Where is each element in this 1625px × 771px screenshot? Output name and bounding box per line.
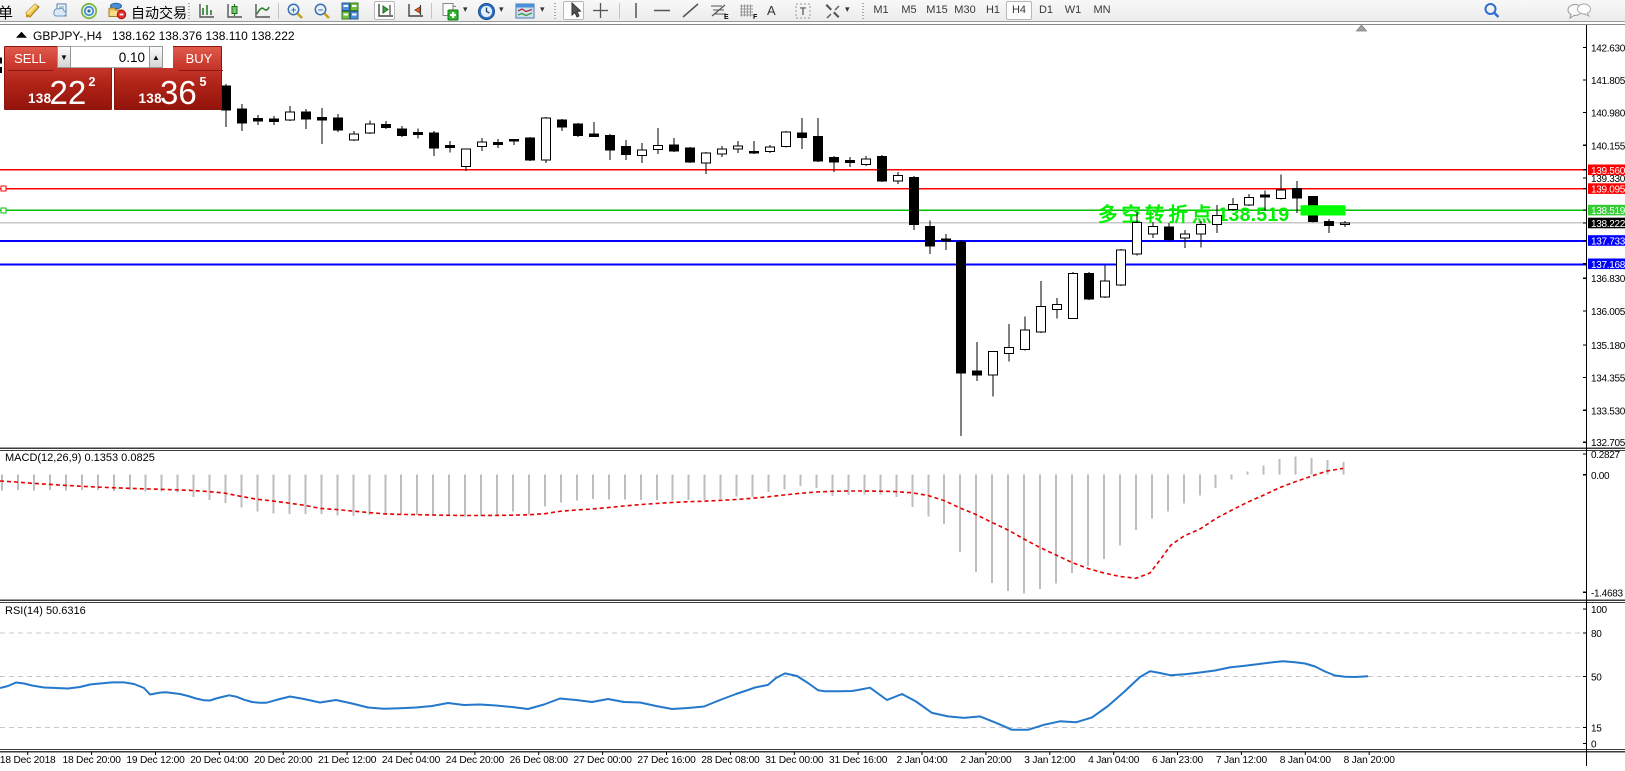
svg-text:-1.4683: -1.4683 [1591, 588, 1624, 599]
svg-text:3 Jan 12:00: 3 Jan 12:00 [1024, 755, 1076, 766]
svg-text:T: T [800, 6, 807, 18]
svg-text:137.733: 137.733 [1591, 237, 1625, 248]
svg-text:138.519: 138.519 [1591, 206, 1625, 217]
svg-text:8 Jan 04:00: 8 Jan 04:00 [1280, 755, 1332, 766]
svg-text:0.2827: 0.2827 [1591, 450, 1621, 461]
svg-text:100: 100 [1591, 605, 1608, 616]
svg-text:136.830: 136.830 [1591, 274, 1625, 285]
svg-text:4 Jan 04:00: 4 Jan 04:00 [1088, 755, 1140, 766]
svg-text:24 Dec 04:00: 24 Dec 04:00 [382, 755, 441, 766]
svg-text:139.095: 139.095 [1591, 185, 1625, 196]
svg-text:21 Dec 12:00: 21 Dec 12:00 [318, 755, 377, 766]
svg-text:140.980: 140.980 [1591, 109, 1625, 120]
svg-text:133.530: 133.530 [1591, 406, 1625, 417]
svg-text:RSI(14) 50.6316: RSI(14) 50.6316 [5, 605, 86, 617]
svg-text:0.00: 0.00 [1591, 471, 1610, 482]
svg-text:8 Jan 20:00: 8 Jan 20:00 [1344, 755, 1396, 766]
svg-text:−: − [318, 5, 324, 16]
svg-text:141.805: 141.805 [1591, 76, 1625, 87]
svg-text:139.560: 139.560 [1591, 166, 1625, 177]
svg-text:24 Dec 20:00: 24 Dec 20:00 [446, 755, 505, 766]
svg-text:142.630: 142.630 [1591, 43, 1625, 54]
svg-text:28 Dec 08:00: 28 Dec 08:00 [701, 755, 760, 766]
svg-text:18 Dec 2018: 18 Dec 2018 [0, 755, 56, 766]
svg-text:20 Dec 04:00: 20 Dec 04:00 [190, 755, 249, 766]
svg-text:7 Jan 12:00: 7 Jan 12:00 [1216, 755, 1268, 766]
svg-text:140.155: 140.155 [1591, 141, 1625, 152]
svg-text:139.330: 139.330 [1591, 174, 1625, 185]
svg-text:50: 50 [1591, 672, 1602, 683]
svg-text:134.355: 134.355 [1591, 374, 1625, 385]
svg-text:27 Dec 16:00: 27 Dec 16:00 [637, 755, 696, 766]
svg-text:2 Jan 20:00: 2 Jan 20:00 [960, 755, 1012, 766]
svg-text:+: + [291, 5, 297, 16]
svg-text:132.705: 132.705 [1591, 438, 1625, 449]
svg-text:18 Dec 20:00: 18 Dec 20:00 [62, 755, 121, 766]
svg-text:26 Dec 08:00: 26 Dec 08:00 [510, 755, 569, 766]
svg-text:135.180: 135.180 [1591, 341, 1625, 352]
svg-text:138.222: 138.222 [1591, 219, 1625, 230]
svg-text:80: 80 [1591, 629, 1602, 640]
svg-text:31 Dec 00:00: 31 Dec 00:00 [765, 755, 824, 766]
svg-text:27 Dec 00:00: 27 Dec 00:00 [573, 755, 632, 766]
svg-text:2 Jan 04:00: 2 Jan 04:00 [896, 755, 948, 766]
svg-text:31 Dec 16:00: 31 Dec 16:00 [829, 755, 888, 766]
svg-text:137.168: 137.168 [1591, 260, 1625, 271]
svg-text:19 Dec 12:00: 19 Dec 12:00 [126, 755, 185, 766]
svg-text:MACD(12,26,9) 0.1353 0.0825: MACD(12,26,9) 0.1353 0.0825 [5, 452, 155, 464]
svg-text:0: 0 [1591, 740, 1597, 751]
svg-text:15: 15 [1591, 724, 1602, 735]
svg-text:6 Jan 23:00: 6 Jan 23:00 [1152, 755, 1204, 766]
svg-text:GBPJPY-,H4 138.162 138.376 1: GBPJPY-,H4 138.162 138.376 138.110 138.2… [33, 29, 295, 43]
svg-text:F: F [753, 14, 758, 20]
svg-text:20 Dec 20:00: 20 Dec 20:00 [254, 755, 313, 766]
svg-text:E: E [724, 14, 729, 20]
svg-text:136.005: 136.005 [1591, 307, 1625, 318]
